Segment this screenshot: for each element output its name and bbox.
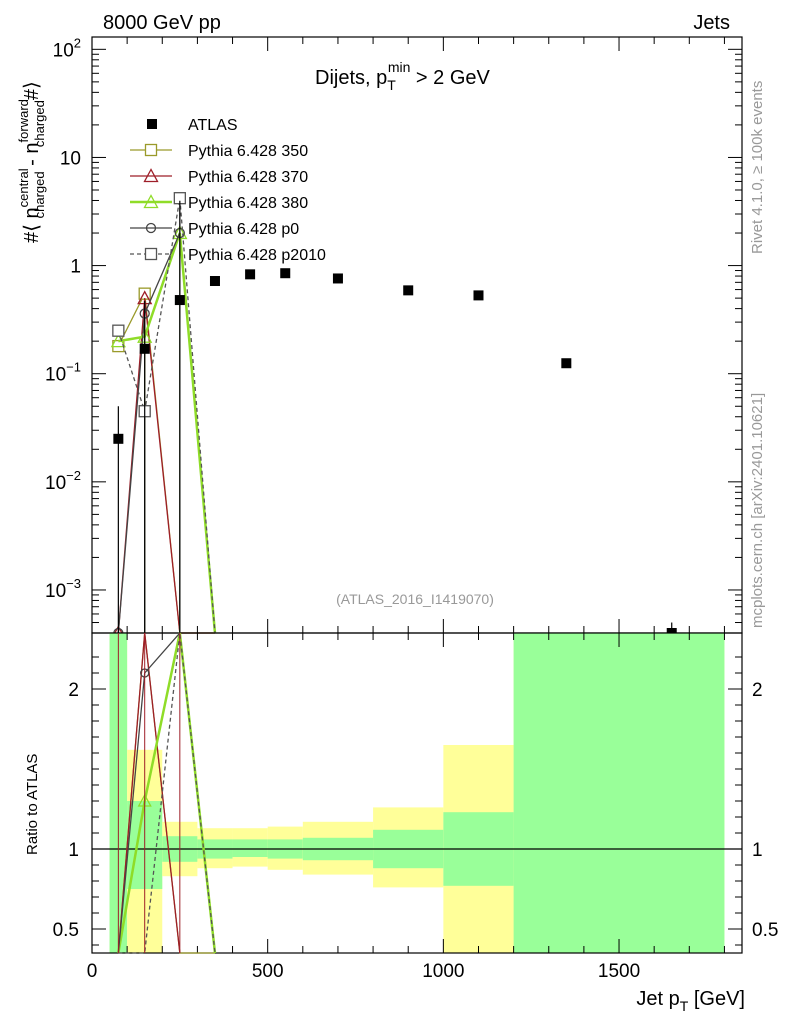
ratio-y-axis-label: Ratio to ATLAS xyxy=(24,754,41,855)
atlas-point xyxy=(209,276,220,287)
legend-marker xyxy=(143,194,159,209)
x-tick-label: 0 xyxy=(87,961,98,982)
y-tick-label: 102 xyxy=(53,35,81,61)
atlas-point xyxy=(113,433,124,444)
y-axis-label-sup1: central xyxy=(16,168,31,207)
atlas-point xyxy=(473,290,484,301)
legend-marker xyxy=(143,168,159,183)
legend-item: Pythia 6.428 p0 xyxy=(130,221,299,238)
series-line xyxy=(118,232,217,634)
rivet-label: Rivet 4.1.0, ≥ 100k events xyxy=(749,81,766,254)
y-tick-label: 10−1 xyxy=(45,360,81,386)
legend-label: ATLAS xyxy=(188,117,238,134)
series-pythia-6-428-380 xyxy=(110,225,217,634)
legend-item: Pythia 6.428 p2010 xyxy=(130,247,326,264)
chart-title-sup: min xyxy=(388,59,411,75)
atlas-point xyxy=(332,273,343,284)
x-axis-label-main: Jet p xyxy=(636,988,679,1010)
legend-label: Pythia 6.428 380 xyxy=(188,195,308,212)
atlas-point xyxy=(280,268,291,279)
ratio-frame xyxy=(91,632,743,954)
ratio-panel: 0 500 1000 1500 0.5 0.5 1 1 2 2 xyxy=(53,619,778,982)
y-tick-label: 10−2 xyxy=(45,468,81,494)
ratio-series-line xyxy=(117,632,217,954)
legend-marker xyxy=(144,143,158,157)
y-tick-label: 10−3 xyxy=(45,576,81,602)
series-point xyxy=(112,324,125,337)
series-atlas xyxy=(113,200,677,638)
ratio-y-tick-label-right: 1 xyxy=(752,840,763,861)
ratio-y-tick-label-right: 0.5 xyxy=(752,920,778,941)
y-axis-label-sub2: charged xyxy=(32,100,47,147)
ratio-y-tick-label-right: 2 xyxy=(752,680,763,701)
atlas-point xyxy=(561,358,572,369)
chart-title-tail: > 2 GeV xyxy=(410,67,490,89)
atlas-point xyxy=(139,343,150,354)
y-tick-label: 10 xyxy=(60,148,81,169)
legend-label: Pythia 6.428 p0 xyxy=(188,221,299,238)
chart-title-sub: T xyxy=(387,77,396,93)
legend-label: Pythia 6.428 350 xyxy=(188,143,308,160)
mcplots-label: mcplots.cern.ch [arXiv:2401.10621] xyxy=(749,393,766,628)
x-axis-label: Jet pT [GeV] xyxy=(636,988,745,1014)
x-tick-label: 1000 xyxy=(422,961,464,982)
y-axis-label-prefix: #⟨ n xyxy=(21,207,43,243)
chart-title: Dijets, pTmin > 2 GeV xyxy=(315,59,491,93)
legend: ATLAS Pythia 6.428 350 Pythia 6.428 370 Pyt… xyxy=(130,117,326,264)
x-tick-label: 1500 xyxy=(598,961,640,982)
x-axis-label-tail: [GeV] xyxy=(688,988,745,1010)
legend-item: Pythia 6.428 350 xyxy=(130,143,308,160)
y-axis-label-sub1: charged xyxy=(32,171,47,218)
x-tick-label: 500 xyxy=(252,961,284,982)
y-tick-label: 1 xyxy=(70,257,81,278)
atlas-point xyxy=(245,269,256,280)
legend-marker xyxy=(147,119,157,129)
header-right: Jets xyxy=(693,12,730,34)
legend-item-atlas: ATLAS xyxy=(147,117,238,134)
x-axis-label-sub: T xyxy=(680,998,689,1014)
y-axis-label-sup2: forward xyxy=(16,99,31,142)
analysis-id: (ATLAS_2016_I1419070) xyxy=(336,591,494,607)
chart-title-main: Dijets, p xyxy=(315,67,387,89)
atlas-point xyxy=(174,295,185,306)
ratio-band-green xyxy=(232,839,268,857)
ratio-y-tick-label: 0.5 xyxy=(53,920,79,941)
ratio-band-green xyxy=(513,633,725,953)
y-axis-label-suffix: #⟩ xyxy=(21,81,43,100)
ratio-y-tick-label: 1 xyxy=(68,840,79,861)
main-panel: 10−3 10−2 10−1 1 10 102 xyxy=(45,35,743,640)
legend-marker xyxy=(145,222,157,234)
legend-item: Pythia 6.428 380 xyxy=(130,194,308,212)
legend-item: Pythia 6.428 370 xyxy=(130,168,308,186)
header-left: 8000 GeV pp xyxy=(103,12,221,34)
y-axis-label: #⟨ ncentralcharged - nforwardcharged#⟩ xyxy=(16,81,47,243)
y-axis-label-mid: - n xyxy=(21,142,43,171)
legend-label: Pythia 6.428 370 xyxy=(188,169,308,186)
ratio-y-tick-label: 2 xyxy=(68,680,79,701)
atlas-point xyxy=(403,285,414,296)
legend-label: Pythia 6.428 p2010 xyxy=(188,247,326,264)
series-line xyxy=(117,198,216,634)
legend-marker xyxy=(144,247,158,261)
